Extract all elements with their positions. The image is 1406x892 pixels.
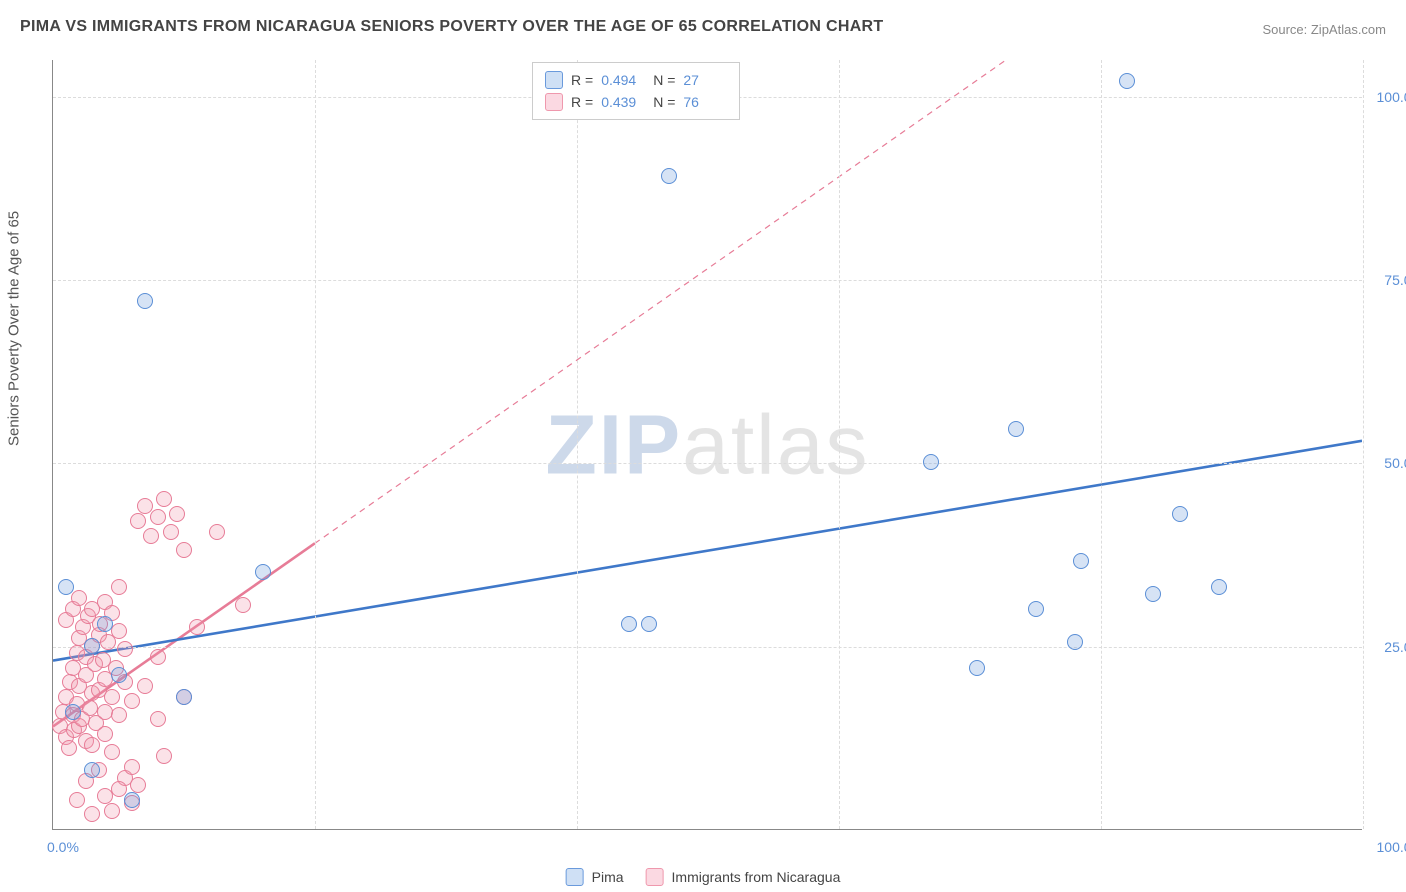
legend-n-label: N = xyxy=(653,72,675,88)
data-point xyxy=(97,616,113,632)
data-point xyxy=(1145,586,1161,602)
data-point xyxy=(84,737,100,753)
legend-item: Immigrants from Nicaragua xyxy=(646,868,841,886)
series-legend: Pima Immigrants from Nicaragua xyxy=(566,868,841,886)
legend-swatch xyxy=(566,868,584,886)
source-attribution: Source: ZipAtlas.com xyxy=(1262,22,1386,37)
legend-swatch xyxy=(646,868,664,886)
x-tick-label: 100.0% xyxy=(1368,839,1406,855)
data-point xyxy=(150,509,166,525)
gridline-vertical xyxy=(1363,60,1364,829)
scatter-plot: ZIPatlas 25.0%50.0%75.0%100.0%0.0%100.0% xyxy=(52,60,1362,830)
watermark-atlas: atlas xyxy=(682,397,869,491)
data-point xyxy=(104,803,120,819)
legend-r-label: R = xyxy=(571,94,593,110)
legend-swatch xyxy=(545,93,563,111)
trend-lines xyxy=(53,60,1362,829)
gridline-vertical xyxy=(1101,60,1102,829)
gridline-vertical xyxy=(577,60,578,829)
data-point xyxy=(1119,73,1135,89)
gridline-horizontal xyxy=(53,647,1362,648)
data-point xyxy=(156,491,172,507)
source-prefix: Source: xyxy=(1262,22,1310,37)
data-point xyxy=(235,597,251,613)
gridline-horizontal xyxy=(53,280,1362,281)
data-point xyxy=(189,619,205,635)
data-point xyxy=(65,704,81,720)
data-point xyxy=(104,689,120,705)
legend-label: Immigrants from Nicaragua xyxy=(672,869,841,885)
legend-label: Pima xyxy=(592,869,624,885)
data-point xyxy=(169,506,185,522)
data-point xyxy=(130,777,146,793)
data-point xyxy=(969,660,985,676)
y-tick-label: 50.0% xyxy=(1368,455,1406,471)
data-point xyxy=(124,693,140,709)
data-point xyxy=(1172,506,1188,522)
data-point xyxy=(621,616,637,632)
data-point xyxy=(104,744,120,760)
data-point xyxy=(163,524,179,540)
data-point xyxy=(150,649,166,665)
data-point xyxy=(69,792,85,808)
legend-row: R = 0.439 N = 76 xyxy=(545,91,727,113)
data-point xyxy=(137,293,153,309)
source-link[interactable]: ZipAtlas.com xyxy=(1311,22,1386,37)
watermark-zip: ZIP xyxy=(545,397,682,491)
data-point xyxy=(1073,553,1089,569)
data-point xyxy=(124,792,140,808)
data-point xyxy=(130,513,146,529)
data-point xyxy=(61,740,77,756)
data-point xyxy=(209,524,225,540)
data-point xyxy=(82,700,98,716)
data-point xyxy=(84,806,100,822)
data-point xyxy=(661,168,677,184)
legend-swatch xyxy=(545,71,563,89)
gridline-vertical xyxy=(839,60,840,829)
data-point xyxy=(58,579,74,595)
data-point xyxy=(97,726,113,742)
chart-title: PIMA VS IMMIGRANTS FROM NICARAGUA SENIOR… xyxy=(20,18,883,36)
trend-line xyxy=(53,441,1362,661)
legend-n-value: 27 xyxy=(683,72,727,88)
data-point xyxy=(111,707,127,723)
data-point xyxy=(137,678,153,694)
data-point xyxy=(84,638,100,654)
data-point xyxy=(176,689,192,705)
legend-item: Pima xyxy=(566,868,624,886)
y-axis-title: Seniors Poverty Over the Age of 65 xyxy=(6,211,23,446)
data-point xyxy=(1028,601,1044,617)
legend-row: R = 0.494 N = 27 xyxy=(545,69,727,91)
data-point xyxy=(84,762,100,778)
data-point xyxy=(255,564,271,580)
gridline-horizontal xyxy=(53,463,1362,464)
data-point xyxy=(1008,421,1024,437)
data-point xyxy=(156,748,172,764)
data-point xyxy=(71,590,87,606)
watermark: ZIPatlas xyxy=(545,396,869,493)
data-point xyxy=(641,616,657,632)
data-point xyxy=(111,667,127,683)
y-tick-label: 25.0% xyxy=(1368,639,1406,655)
y-tick-label: 75.0% xyxy=(1368,272,1406,288)
trend-line xyxy=(315,60,1048,543)
x-tick-label: 0.0% xyxy=(47,839,79,855)
data-point xyxy=(117,641,133,657)
data-point xyxy=(124,759,140,775)
data-point xyxy=(1211,579,1227,595)
data-point xyxy=(176,542,192,558)
y-tick-label: 100.0% xyxy=(1368,89,1406,105)
legend-n-label: N = xyxy=(653,94,675,110)
legend-n-value: 76 xyxy=(683,94,727,110)
data-point xyxy=(923,454,939,470)
legend-r-value: 0.439 xyxy=(601,94,645,110)
data-point xyxy=(111,579,127,595)
data-point xyxy=(1067,634,1083,650)
legend-r-value: 0.494 xyxy=(601,72,645,88)
gridline-vertical xyxy=(315,60,316,829)
correlation-legend: R = 0.494 N = 27 R = 0.439 N = 76 xyxy=(532,62,740,120)
data-point xyxy=(150,711,166,727)
data-point xyxy=(143,528,159,544)
legend-r-label: R = xyxy=(571,72,593,88)
